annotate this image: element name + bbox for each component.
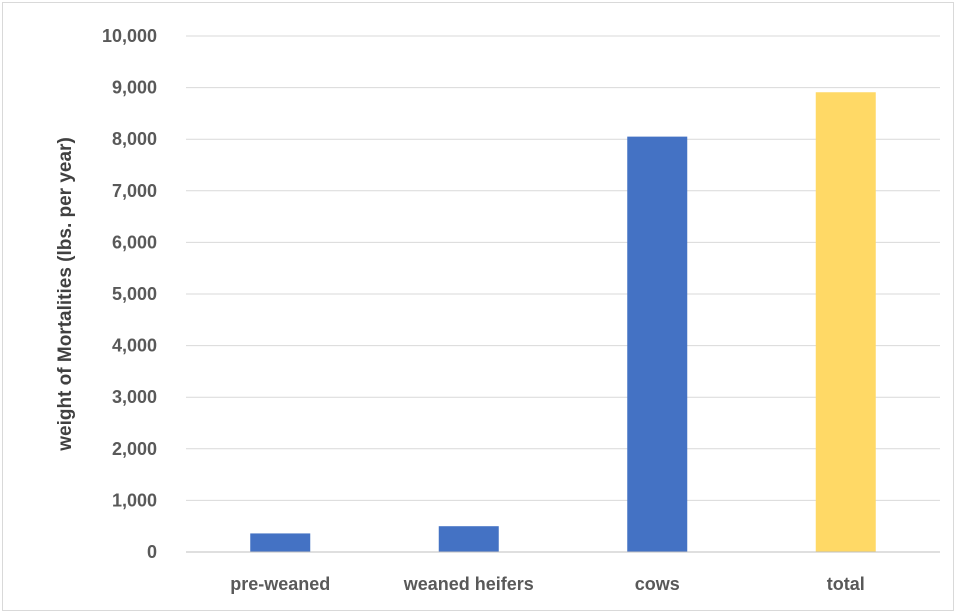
y-tick-label: 8,000 xyxy=(112,129,157,149)
y-tick-label: 1,000 xyxy=(112,490,157,510)
x-tick-label: weaned heifers xyxy=(403,574,534,594)
y-tick-labels: 0 1,000 2,000 3,000 4,000 5,000 6,000 7,000 8,00… xyxy=(102,26,157,562)
bar-cows xyxy=(627,136,688,552)
bar-chart: 0 1,000 2,000 3,000 4,000 5,000 6,000 7,000 8,00… xyxy=(55,26,940,594)
x-tick-label: pre-weaned xyxy=(230,574,330,594)
y-tick-label: 9,000 xyxy=(112,78,157,98)
y-tick-label: 2,000 xyxy=(112,439,157,459)
x-tick-label: cows xyxy=(635,574,680,594)
bars xyxy=(250,92,876,552)
bar-total xyxy=(815,92,876,552)
y-axis-title: weight of Mortalities (lbs. per year) xyxy=(55,137,76,452)
bar-weaned-heifers xyxy=(438,526,499,552)
y-tick-label: 7,000 xyxy=(112,181,157,201)
x-tick-labels: pre-weaned weaned heifers cows total xyxy=(230,574,865,594)
y-tick-label: 4,000 xyxy=(112,336,157,356)
y-tick-label: 3,000 xyxy=(112,387,157,407)
bar-pre-weaned xyxy=(250,533,311,552)
y-tick-label: 0 xyxy=(147,542,157,562)
y-tick-label: 10,000 xyxy=(102,26,157,46)
gridlines xyxy=(186,35,940,501)
y-tick-label: 5,000 xyxy=(112,284,157,304)
x-tick-label: total xyxy=(827,574,865,594)
y-tick-label: 6,000 xyxy=(112,232,157,252)
